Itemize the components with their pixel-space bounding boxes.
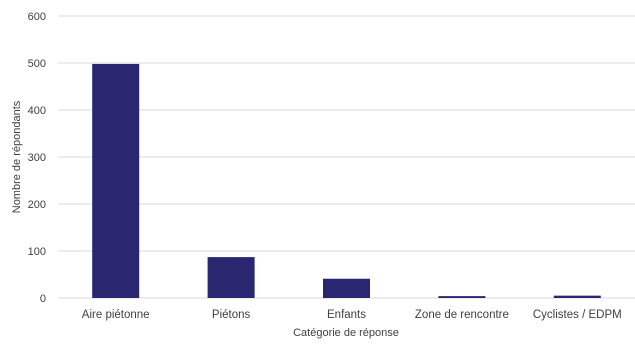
x-axis-title: Catégorie de réponse bbox=[293, 327, 399, 339]
x-category-label: Cyclistes / EDPM bbox=[533, 309, 622, 321]
bar-pi-tons bbox=[207, 257, 255, 298]
y-axis-title: Nombre de répondants bbox=[11, 100, 23, 213]
bar-aire-pi-tonne bbox=[92, 63, 140, 298]
y-tick-label: 500 bbox=[28, 58, 46, 70]
x-axis-labels: Aire piétonne Piétons Enfants Zone de renco… bbox=[82, 309, 622, 321]
y-tick-label: 0 bbox=[40, 293, 46, 305]
bar-zone-de-rencontre bbox=[438, 296, 486, 298]
bar-enfants bbox=[323, 278, 370, 298]
x-category-label: Zone de rencontre bbox=[415, 309, 509, 321]
y-tick-label: 200 bbox=[28, 199, 46, 211]
y-axis-ticks: 0 100 200 300 400 500 600 bbox=[28, 11, 46, 305]
x-category-label: Piétons bbox=[212, 309, 251, 321]
y-tick-label: 100 bbox=[28, 246, 46, 258]
bar-cyclistes-edpm bbox=[553, 295, 601, 298]
x-category-label: Aire piétonne bbox=[82, 309, 150, 321]
grid-lines bbox=[58, 15, 635, 299]
y-tick-label: 300 bbox=[28, 152, 46, 164]
y-tick-label: 600 bbox=[28, 11, 46, 23]
x-category-label: Enfants bbox=[327, 309, 366, 321]
y-tick-label: 400 bbox=[28, 105, 46, 117]
bars bbox=[92, 63, 601, 298]
